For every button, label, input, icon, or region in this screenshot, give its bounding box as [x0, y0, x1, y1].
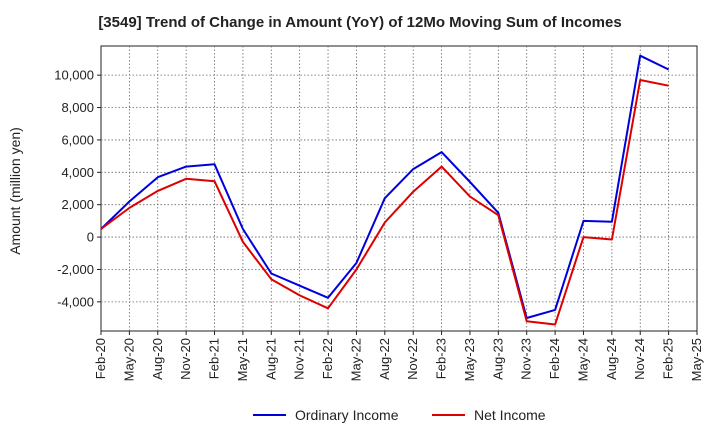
x-tick-label: May-21 [235, 338, 250, 381]
series-layer [100, 54, 670, 326]
x-tick-label: Aug-21 [263, 338, 278, 380]
chart-title: [3549] Trend of Change in Amount (YoY) o… [98, 14, 622, 31]
x-tick-label: Feb-20 [93, 338, 108, 379]
series-line-1 [100, 79, 669, 326]
y-tick-label: 6,000 [61, 132, 94, 147]
legend: Ordinary Income Net Income [253, 407, 546, 423]
x-tick-label: Nov-20 [178, 338, 193, 380]
x-tick-label: Feb-22 [320, 338, 335, 379]
y-tick-label: -4,000 [57, 294, 94, 309]
y-tick-label: 10,000 [54, 68, 94, 83]
x-tick-label: May-24 [575, 338, 590, 381]
series-line-0 [100, 54, 670, 319]
grid-layer [100, 45, 698, 332]
legend-label: Net Income [474, 407, 546, 423]
x-tick-label: Feb-23 [434, 338, 449, 379]
x-tick-label: May-25 [689, 338, 704, 381]
x-tick-label: Aug-23 [490, 338, 505, 380]
x-tick-label: Aug-24 [604, 338, 619, 380]
legend-label: Ordinary Income [295, 407, 399, 423]
x-tick-label: Feb-21 [207, 338, 222, 379]
x-tick-label: Nov-24 [632, 338, 647, 380]
y-tick-label: 2,000 [61, 197, 94, 212]
y-tick-label: 4,000 [61, 165, 94, 180]
x-tick-label: Nov-23 [519, 338, 534, 380]
x-tick-label: Nov-21 [292, 338, 307, 380]
y-tick-label: -2,000 [57, 262, 94, 277]
y-axis-label: Amount (million yen) [7, 127, 23, 255]
x-tick-label: Nov-22 [405, 338, 420, 380]
x-tick-label: Feb-25 [661, 338, 676, 379]
x-tick-label: Aug-20 [150, 338, 165, 380]
x-tick-label: Feb-24 [547, 338, 562, 379]
x-tick-label: Aug-22 [377, 338, 392, 380]
y-tick-label: 0 [87, 230, 94, 245]
x-tick-label: May-23 [462, 338, 477, 381]
axis-layer: Feb-20 May-20 Aug-20 Nov-20 Feb-21 May-21 Aug-… [54, 68, 704, 382]
x-tick-label: May-22 [348, 338, 363, 381]
x-tick-label: May-20 [121, 338, 136, 381]
y-tick-label: 8,000 [61, 100, 94, 115]
plot-frame [100, 45, 698, 332]
